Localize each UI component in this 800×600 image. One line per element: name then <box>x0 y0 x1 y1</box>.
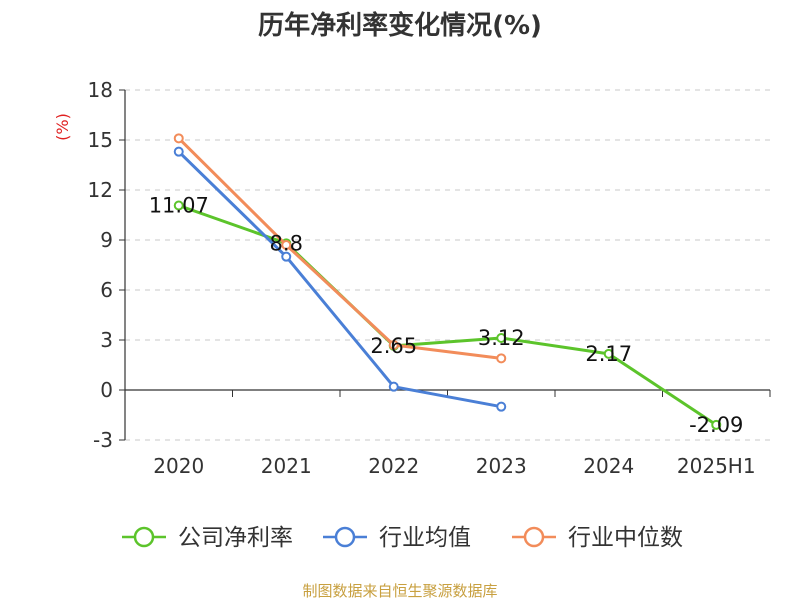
legend-swatch-marker <box>523 526 545 548</box>
series-point-2 <box>173 133 184 144</box>
chart-title: 历年净利率变化情况(%) <box>258 10 542 41</box>
x-tick-label: 2022 <box>368 454 419 478</box>
x-tick-label: 2023 <box>476 454 527 478</box>
series-group <box>173 133 722 430</box>
series-point-1 <box>281 251 292 262</box>
y-tick-label: 9 <box>100 228 113 252</box>
x-tick-label: 2025H1 <box>677 454 756 478</box>
data-label: 2.65 <box>370 334 417 358</box>
series-point-2 <box>496 353 507 364</box>
legend: 公司净利率 行业均值 行业中位数 <box>122 525 683 551</box>
series-point-0 <box>603 348 614 359</box>
series-line-0 <box>178 204 718 427</box>
legend-swatch-marker <box>334 526 356 548</box>
grid-lines <box>125 89 770 441</box>
y-tick-label: 0 <box>100 378 113 402</box>
data-label: -2.09 <box>689 413 743 437</box>
footer-source: 制图数据来自恒生聚源数据库 <box>302 582 497 600</box>
series-point-0 <box>711 419 722 430</box>
series-line-1 <box>177 150 502 409</box>
series-line-2 <box>177 137 502 360</box>
legend-label: 公司净利率 <box>178 525 293 551</box>
data-label: 2.17 <box>585 342 632 366</box>
series-point-0 <box>173 200 184 211</box>
y-tick-label: 6 <box>100 278 113 302</box>
x-tick-label: 2021 <box>261 454 312 478</box>
legend-label: 行业均值 <box>379 525 471 551</box>
legend-swatch-marker <box>133 526 155 548</box>
legend-label: 行业中位数 <box>568 525 683 551</box>
series-point-1 <box>388 381 399 392</box>
series-point-1 <box>173 146 184 157</box>
data-label: 8.8 <box>270 231 303 255</box>
data-label: 11.07 <box>149 194 209 218</box>
x-tick-label: 2024 <box>583 454 634 478</box>
x-tick-label: 2020 <box>153 454 204 478</box>
series-point-0 <box>496 333 507 343</box>
y-tick-label: -3 <box>93 428 113 452</box>
axes: 18 15 12 9 6 3 0 -3 2020 2021 2022 2023 2024 2025H1 <box>88 78 771 478</box>
y-tick-label: 12 <box>88 178 113 202</box>
y-tick-label: 15 <box>88 128 113 152</box>
data-label: 3.12 <box>478 326 525 350</box>
series-point-2 <box>388 340 399 350</box>
data-labels: 11.07 8.8 2.65 3.12 2.17 -2.09 <box>149 194 744 437</box>
y-tick-label: 18 <box>88 78 113 102</box>
series-point-1 <box>496 401 507 412</box>
y-axis-label: (%) <box>53 113 72 141</box>
y-tick-label: 3 <box>100 328 113 352</box>
series-point-2 <box>281 240 292 250</box>
